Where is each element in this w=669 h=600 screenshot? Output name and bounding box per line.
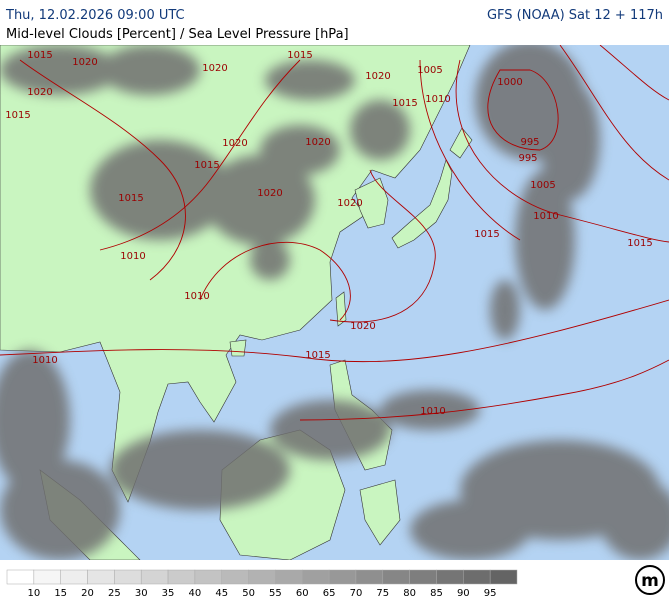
legend-label: 30 xyxy=(135,588,148,599)
korea xyxy=(354,177,389,229)
legend-label: 45 xyxy=(215,588,228,599)
subtitle: Mid-level Clouds [Percent] / Sea Level P… xyxy=(6,27,349,42)
isobar-label: 1000 xyxy=(497,77,522,88)
datetime: Thu, 12.02.2026 09:00 UTC xyxy=(5,8,185,23)
logo-text: m xyxy=(641,571,659,591)
isobar-label: 1020 xyxy=(257,188,282,199)
hainan xyxy=(229,339,247,357)
legend-swatch xyxy=(6,569,35,585)
legend-label: 60 xyxy=(296,588,309,599)
legend-label: 70 xyxy=(350,588,363,599)
legend-label: 20 xyxy=(81,588,94,599)
legend-swatch xyxy=(60,569,88,585)
isobar-label: 1015 xyxy=(194,160,219,171)
model-run: GFS (NOAA) Sat 12 + 117h xyxy=(487,8,663,23)
legend-swatch xyxy=(409,569,437,585)
isobar-label: 995 xyxy=(518,153,537,164)
isobars xyxy=(0,45,669,421)
isobar-label: 1015 xyxy=(27,50,52,61)
legend-swatch xyxy=(328,569,357,585)
japan xyxy=(391,127,473,249)
isobar-label: 1015 xyxy=(5,110,30,121)
legend-label: 25 xyxy=(108,588,121,599)
logo: m xyxy=(635,565,665,595)
isobar-label: 1015 xyxy=(627,238,652,249)
legend-swatch xyxy=(463,569,491,585)
isobar-label: 1015 xyxy=(305,350,330,361)
isobar-label: 1010 xyxy=(120,251,145,262)
isobar-label: 1010 xyxy=(425,94,450,105)
legend-label: 50 xyxy=(242,588,255,599)
legend-label: 80 xyxy=(403,588,416,599)
isobar-label: 1005 xyxy=(530,180,555,191)
taiwan xyxy=(335,291,347,327)
legend-label: 65 xyxy=(323,588,336,599)
legend-swatch xyxy=(33,569,61,585)
legend-swatch xyxy=(114,569,142,585)
isobar-label: 1015 xyxy=(287,50,312,61)
legend-label: 90 xyxy=(457,588,470,599)
legend-swatch xyxy=(167,569,196,585)
legend-label: 55 xyxy=(269,588,282,599)
sulawesi xyxy=(359,479,401,546)
isobar-label: 995 xyxy=(520,137,539,148)
legend-label: 15 xyxy=(54,588,67,599)
isobar-label: 1010 xyxy=(533,211,558,222)
isobar-label: 1020 xyxy=(202,63,227,74)
legend-swatch xyxy=(275,569,303,585)
legend-swatch xyxy=(355,569,384,585)
legend-label: 95 xyxy=(484,588,497,599)
legend-swatch xyxy=(221,569,249,585)
isobar-label: 1020 xyxy=(337,198,362,209)
legend-label: 35 xyxy=(162,588,175,599)
legend-label: 40 xyxy=(189,588,202,599)
isobar-label: 1020 xyxy=(27,87,52,98)
isobar-label: 1010 xyxy=(420,406,445,417)
isobar-label: 1015 xyxy=(392,98,417,109)
isobar-label: 1010 xyxy=(184,291,209,302)
legend-swatch xyxy=(248,569,276,585)
legend-swatch xyxy=(382,569,410,585)
isobar-label: 1005 xyxy=(417,65,442,76)
isobar-label: 1010 xyxy=(32,355,57,366)
isobar-label: 1020 xyxy=(222,138,247,149)
legend-label: 75 xyxy=(376,588,389,599)
clouds xyxy=(0,45,669,560)
isobar-label: 1020 xyxy=(72,57,97,68)
isobar-label: 1020 xyxy=(305,137,330,148)
legend-swatch xyxy=(140,569,169,585)
isobar-label: 1015 xyxy=(474,229,499,240)
isobar-label: 1015 xyxy=(118,193,143,204)
isobar-label: 1020 xyxy=(365,71,390,82)
legend-swatch xyxy=(302,569,330,585)
legend-label: 10 xyxy=(27,588,40,599)
legend: 10 15 20 25 30 35 40 45 50 55 60 65 70 75 80 85 90 95 xyxy=(6,569,518,599)
legend-swatch xyxy=(87,569,115,585)
legend-swatch xyxy=(489,569,518,585)
legend-swatch xyxy=(194,569,222,585)
legend-label: 85 xyxy=(430,588,443,599)
legend-swatch xyxy=(436,569,464,585)
isobar-label: 1020 xyxy=(350,321,375,332)
